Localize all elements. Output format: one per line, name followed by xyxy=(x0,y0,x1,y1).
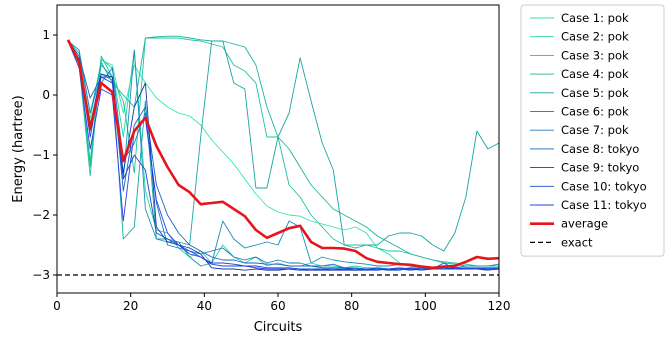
legend-label: Case 4: pok xyxy=(561,67,629,81)
series-line-case-2 xyxy=(67,40,499,270)
legend-label: Case 3: pok xyxy=(561,48,629,62)
legend-label: Case 2: pok xyxy=(561,30,629,44)
legend: Case 1: pok Case 2: pok Case 3: pok Case 4:… xyxy=(520,4,665,257)
y-tick-label: 1 xyxy=(42,28,50,42)
x-tick-label: 100 xyxy=(414,299,437,313)
y-tick-label: 0 xyxy=(42,88,50,102)
x-tick-label: 0 xyxy=(53,299,61,313)
x-tick-label: 40 xyxy=(197,299,212,313)
legend-box xyxy=(520,4,665,257)
series-line-average xyxy=(66,39,499,270)
series-line-case-8 xyxy=(67,40,499,270)
x-tick-label: 120 xyxy=(488,299,511,313)
x-tick-label: 60 xyxy=(270,299,285,313)
legend-label: Case 10: tokyo xyxy=(561,179,647,193)
legend-label: exact xyxy=(561,235,593,249)
x-tick-label: 80 xyxy=(344,299,359,313)
series-line-case-9 xyxy=(67,40,499,271)
legend-label: Case 11: tokyo xyxy=(561,198,647,212)
plot-area xyxy=(57,35,499,276)
y-tick-label: −1 xyxy=(32,148,50,162)
x-axis: 0 20 40 60 80 100 120 xyxy=(53,293,510,313)
y-tick-label: −2 xyxy=(32,208,50,222)
y-tick-label: −3 xyxy=(32,268,50,282)
legend-label: average xyxy=(561,217,608,231)
legend-label: Case 8: tokyo xyxy=(561,142,639,156)
plot-frame xyxy=(56,4,500,294)
series-line-case-7 xyxy=(67,40,499,270)
series-line-case-5 xyxy=(67,40,499,252)
y-axis: 1 0 −1 −2 −3 xyxy=(32,28,57,282)
series-line-case-11 xyxy=(67,40,499,271)
x-axis-label: Circuits xyxy=(254,320,303,335)
series-line-case-10 xyxy=(67,40,499,271)
series-line-case-4 xyxy=(67,35,499,267)
legend-label: Case 7: pok xyxy=(561,123,629,137)
x-tick-label: 20 xyxy=(123,299,138,313)
legend-label: Case 5: pok xyxy=(561,86,629,100)
legend-label: Case 1: pok xyxy=(561,11,629,25)
legend-label: Case 6: pok xyxy=(561,105,629,119)
y-axis-label: Energy (hartree) xyxy=(11,95,26,203)
legend-label: Case 9: tokyo xyxy=(561,161,639,175)
series-line-case-6 xyxy=(67,40,499,269)
